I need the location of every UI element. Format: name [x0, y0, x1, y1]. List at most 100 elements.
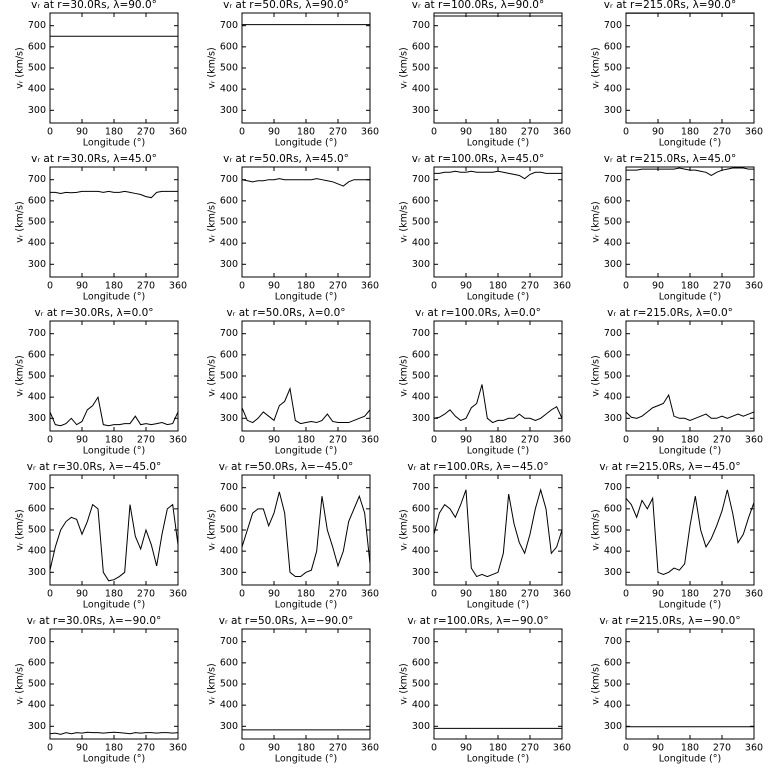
x-axis-label: Longitude (°)	[467, 446, 529, 457]
y-tick-label: 300	[28, 259, 46, 270]
y-tick-label: 700	[604, 482, 622, 493]
y-axis-label: vᵣ (km/s)	[591, 663, 602, 704]
y-axis-label: vᵣ (km/s)	[399, 355, 410, 396]
plot-area	[242, 178, 370, 187]
y-axis-label: vᵣ (km/s)	[399, 509, 410, 550]
x-tick-label: 180	[681, 281, 699, 292]
y-tick-label: 700	[412, 20, 430, 31]
x-tick-label: 180	[489, 743, 507, 754]
x-tick-label: 90	[460, 127, 472, 138]
x-tick-label: 270	[329, 589, 347, 600]
x-tick-label: 360	[553, 281, 571, 292]
x-tick-label: 270	[521, 127, 539, 138]
x-tick-label: 180	[297, 589, 315, 600]
y-tick-label: 400	[604, 700, 622, 711]
plot-frame	[49, 628, 179, 740]
y-tick-label: 500	[220, 679, 238, 690]
x-tick-label: 90	[268, 281, 280, 292]
panel: vᵣ at r=30.0Rs, λ=45.0° 0 90 180 270 360 300 40…	[15, 153, 188, 303]
y-tick-label: 700	[28, 174, 46, 185]
y-tick-label: 500	[412, 679, 430, 690]
y-tick-label: 300	[412, 721, 430, 732]
x-tick-label: 270	[329, 127, 347, 138]
panel: vᵣ at r=215.0Rs, λ=90.0° 0 90 180 270 360 300 4…	[591, 0, 764, 149]
x-tick-label: 270	[521, 743, 539, 754]
panel-title: vᵣ at r=30.0Rs, λ=−90.0°	[27, 615, 162, 627]
y-tick-label: 300	[412, 105, 430, 116]
plot-area	[50, 190, 178, 199]
x-tick-label: 180	[297, 127, 315, 138]
y-tick-label: 700	[412, 636, 430, 647]
y-tick-label: 700	[220, 20, 238, 31]
panel: vᵣ at r=100.0Rs, λ=−45.0° 0 90 180 270 360 300…	[399, 461, 572, 611]
x-tick-label: 270	[137, 743, 155, 754]
plot-area	[434, 170, 562, 180]
y-tick-label: 600	[604, 41, 622, 52]
y-tick-label: 500	[28, 679, 46, 690]
plot-frame	[625, 12, 755, 124]
plot-area	[626, 393, 754, 421]
x-tick-label: 90	[268, 589, 280, 600]
data-line	[434, 487, 562, 578]
x-axis-label: Longitude (°)	[275, 138, 337, 149]
panel-title: vᵣ at r=215.0Rs, λ=45.0°	[604, 153, 736, 165]
x-tick-label: 180	[489, 435, 507, 446]
data-line	[434, 384, 562, 424]
y-tick-label: 600	[220, 195, 238, 206]
plot-area	[434, 384, 562, 424]
panel: vᵣ at r=50.0Rs, λ=0.0° 0 90 180 270 360 300 400…	[207, 307, 380, 457]
x-tick-label: 270	[137, 589, 155, 600]
x-tick-label: 0	[239, 127, 245, 138]
x-tick-label: 360	[361, 127, 379, 138]
y-tick-label: 300	[412, 567, 430, 578]
y-tick-label: 600	[220, 503, 238, 514]
x-tick-label: 0	[623, 435, 629, 446]
data-line	[242, 178, 370, 187]
y-tick-label: 400	[604, 84, 622, 95]
x-axis-label: Longitude (°)	[467, 754, 529, 765]
y-tick-label: 400	[604, 238, 622, 249]
y-tick-label: 300	[220, 259, 238, 270]
x-tick-label: 180	[489, 127, 507, 138]
x-tick-label: 180	[489, 589, 507, 600]
y-tick-label: 400	[604, 392, 622, 403]
y-tick-label: 600	[412, 657, 430, 668]
y-tick-label: 600	[412, 503, 430, 514]
y-axis-label: vᵣ (km/s)	[207, 355, 218, 396]
plot-area	[626, 167, 754, 177]
x-tick-label: 360	[361, 281, 379, 292]
panel-title: vᵣ at r=30.0Rs, λ=0.0°	[34, 307, 153, 319]
data-line	[626, 393, 754, 421]
x-tick-label: 0	[239, 435, 245, 446]
plot-frame	[433, 474, 563, 586]
x-tick-label: 0	[47, 589, 53, 600]
plot-frame	[433, 12, 563, 124]
y-axis-label: vᵣ (km/s)	[591, 355, 602, 396]
y-axis-label: vᵣ (km/s)	[207, 47, 218, 88]
y-tick-label: 300	[604, 413, 622, 424]
y-tick-label: 400	[220, 238, 238, 249]
y-tick-label: 700	[604, 636, 622, 647]
y-tick-label: 500	[412, 525, 430, 536]
y-tick-label: 300	[220, 105, 238, 116]
x-tick-label: 0	[623, 589, 629, 600]
y-tick-label: 600	[412, 195, 430, 206]
y-tick-label: 400	[412, 546, 430, 557]
y-tick-label: 500	[220, 63, 238, 74]
panel: vᵣ at r=50.0Rs, λ=−90.0° 0 90 180 270 360 300 4…	[207, 615, 380, 765]
panel-title: vᵣ at r=50.0Rs, λ=−90.0°	[219, 615, 354, 627]
x-tick-label: 360	[169, 435, 187, 446]
panel: vᵣ at r=215.0Rs, λ=−90.0° 0 90 180 270 360 300…	[591, 615, 764, 765]
y-tick-label: 400	[28, 546, 46, 557]
x-tick-label: 270	[137, 435, 155, 446]
panel-title: vᵣ at r=50.0Rs, λ=−45.0°	[219, 461, 354, 473]
x-tick-label: 0	[239, 281, 245, 292]
x-tick-label: 0	[47, 435, 53, 446]
y-tick-label: 300	[604, 567, 622, 578]
y-tick-label: 600	[220, 657, 238, 668]
y-axis-label: vᵣ (km/s)	[15, 201, 26, 242]
x-tick-label: 360	[169, 589, 187, 600]
plot-frame	[49, 320, 179, 432]
data-line	[626, 167, 754, 177]
